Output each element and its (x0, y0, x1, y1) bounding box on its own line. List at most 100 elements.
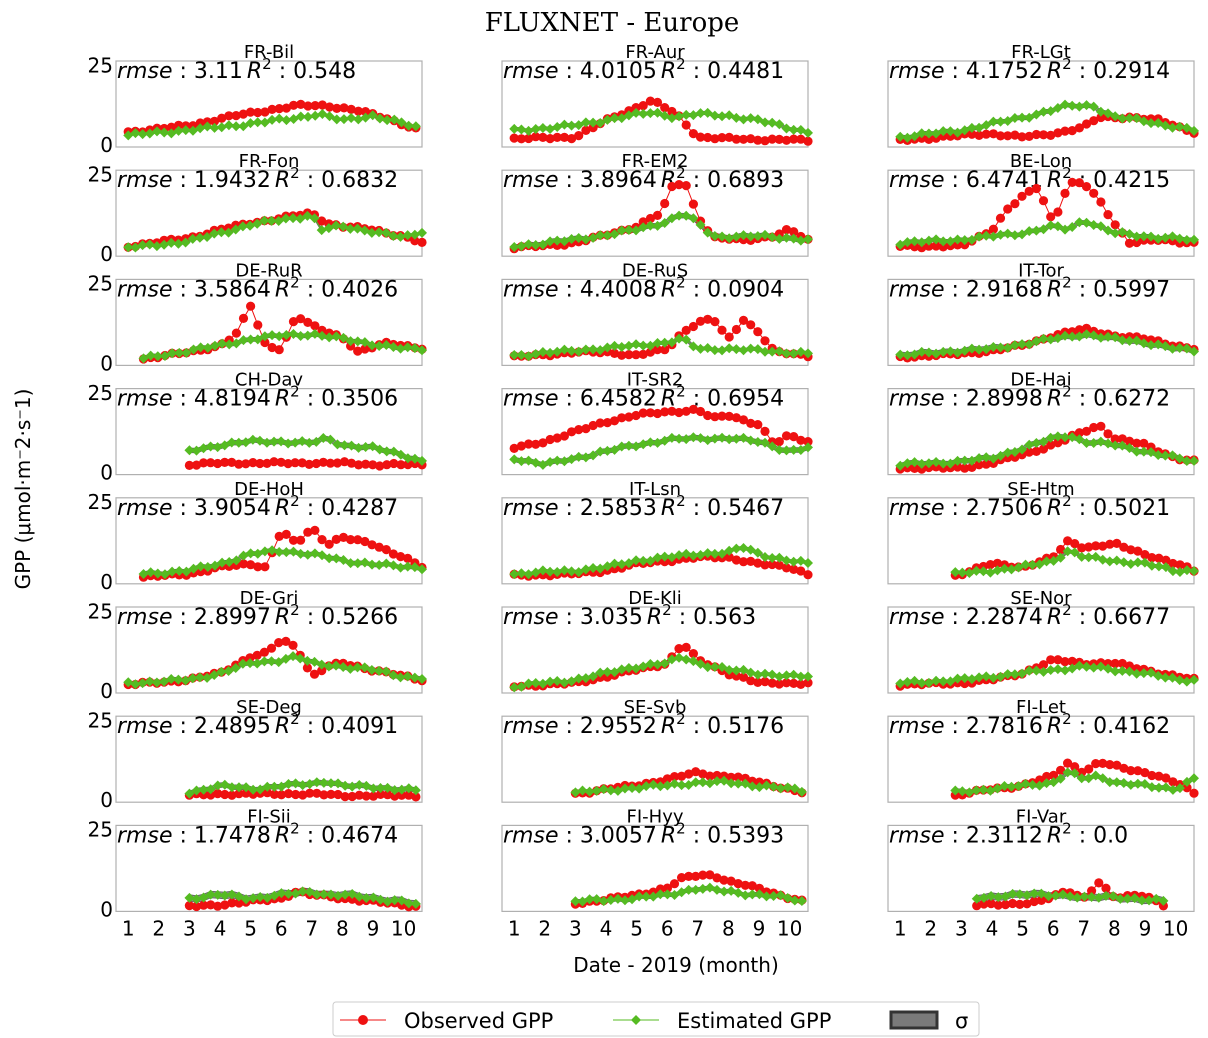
observed-point (738, 315, 749, 325)
observed-point (206, 900, 216, 910)
estimated-point (381, 446, 392, 457)
observed-point (677, 771, 687, 781)
estimated-point (1095, 436, 1106, 447)
estimated-point (410, 121, 421, 132)
observed-point (1094, 878, 1104, 888)
estimated-point (775, 783, 786, 794)
estimated-point (180, 237, 191, 248)
estimated-point (1060, 330, 1071, 341)
estimated-point (717, 111, 728, 122)
observed-point (531, 439, 541, 449)
panel-title: SE-Nor (1010, 588, 1072, 609)
estimated-point (187, 233, 198, 244)
estimated-point (226, 437, 237, 448)
observed-point (198, 458, 209, 468)
estimated-point (788, 124, 799, 135)
estimated-point (738, 345, 749, 356)
estimated-point (781, 123, 792, 134)
estimated-point (702, 227, 713, 238)
estimated-point (1086, 891, 1097, 902)
estimated-point (938, 126, 949, 137)
estimated-point (767, 552, 778, 563)
estimated-point (724, 343, 735, 354)
estimated-point (281, 547, 292, 558)
estimated-point (166, 237, 177, 248)
observed-point (979, 899, 989, 909)
estimated-point (981, 671, 992, 682)
observed-point (774, 679, 784, 689)
metric-text: rmse : 3.0057 R2 : 0.5393 (503, 819, 784, 848)
estimated-point (198, 443, 209, 454)
observed-point (717, 325, 727, 335)
estimated-point (552, 455, 563, 466)
estimated-point (938, 676, 949, 687)
observed-point (1133, 546, 1143, 556)
estimated-point (1052, 664, 1063, 675)
y-tick-label: 25 (88, 163, 113, 187)
observed-point (974, 130, 984, 140)
observed-point (191, 460, 202, 470)
estimated-point (202, 231, 213, 242)
observed-point (953, 240, 963, 250)
estimated-point (1103, 331, 1114, 342)
panel-title: SE-Deg (236, 697, 302, 718)
observed-point (988, 224, 999, 234)
observed-point (667, 106, 677, 117)
estimated-point (1088, 662, 1099, 673)
estimated-point (774, 119, 785, 130)
observed-point (631, 410, 641, 421)
estimated-point (559, 677, 570, 688)
estimated-point (662, 889, 673, 900)
estimated-point (1038, 666, 1049, 677)
estimated-point (1160, 562, 1171, 573)
estimated-point (145, 350, 156, 361)
y-tick-label: 0 (100, 351, 113, 375)
observed-point (1096, 421, 1106, 431)
estimated-point (1153, 670, 1164, 681)
estimated-point (717, 231, 728, 242)
estimated-point (216, 122, 227, 133)
observed-point (684, 769, 694, 779)
estimated-point (269, 436, 280, 447)
estimated-point (374, 560, 385, 571)
observed-point (1063, 758, 1073, 768)
observed-point (726, 876, 736, 886)
estimated-point (931, 348, 942, 359)
metric-text: rmse : 3.9054 R2 : 0.4287 (117, 492, 398, 521)
observed-point (688, 649, 699, 659)
estimated-point (331, 220, 342, 231)
observed-point (1017, 132, 1027, 142)
estimated-point (681, 654, 692, 665)
observed-point (674, 407, 684, 418)
observed-point (638, 349, 648, 359)
estimated-point (403, 783, 414, 794)
panel-title: FR-EM2 (622, 151, 689, 172)
estimated-point (966, 343, 977, 354)
x-tick-label: 2 (538, 916, 551, 940)
estimated-point (580, 673, 591, 684)
observed-point (274, 345, 284, 355)
estimated-point (297, 780, 308, 791)
estimated-point (616, 341, 627, 352)
estimated-point (1002, 115, 1013, 126)
estimated-point (1043, 891, 1054, 902)
estimated-point (402, 230, 413, 241)
observed-point (296, 99, 306, 109)
observed-point (602, 672, 613, 682)
metric-text: rmse : 2.9552 R2 : 0.5176 (503, 710, 784, 739)
observed-point (184, 901, 194, 911)
estimated-point (417, 345, 427, 356)
estimated-point (224, 339, 235, 350)
estimated-point (255, 892, 266, 903)
x-tick-label: 2 (152, 916, 165, 940)
estimated-point (702, 662, 713, 673)
estimated-point (781, 670, 792, 681)
estimated-point (609, 444, 620, 455)
estimated-point (788, 669, 799, 680)
observed-point (516, 134, 527, 144)
estimated-point (1118, 557, 1129, 568)
estimated-point (795, 235, 806, 246)
